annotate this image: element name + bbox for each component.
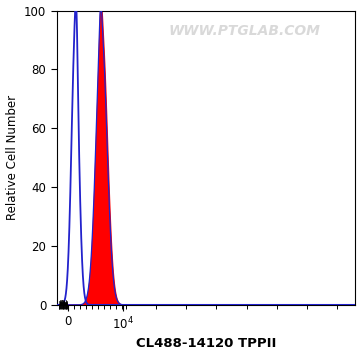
Y-axis label: Relative Cell Number: Relative Cell Number xyxy=(5,95,18,220)
Text: WWW.PTGLAB.COM: WWW.PTGLAB.COM xyxy=(169,24,321,38)
X-axis label: CL488-14120 TPPII: CL488-14120 TPPII xyxy=(136,337,276,350)
